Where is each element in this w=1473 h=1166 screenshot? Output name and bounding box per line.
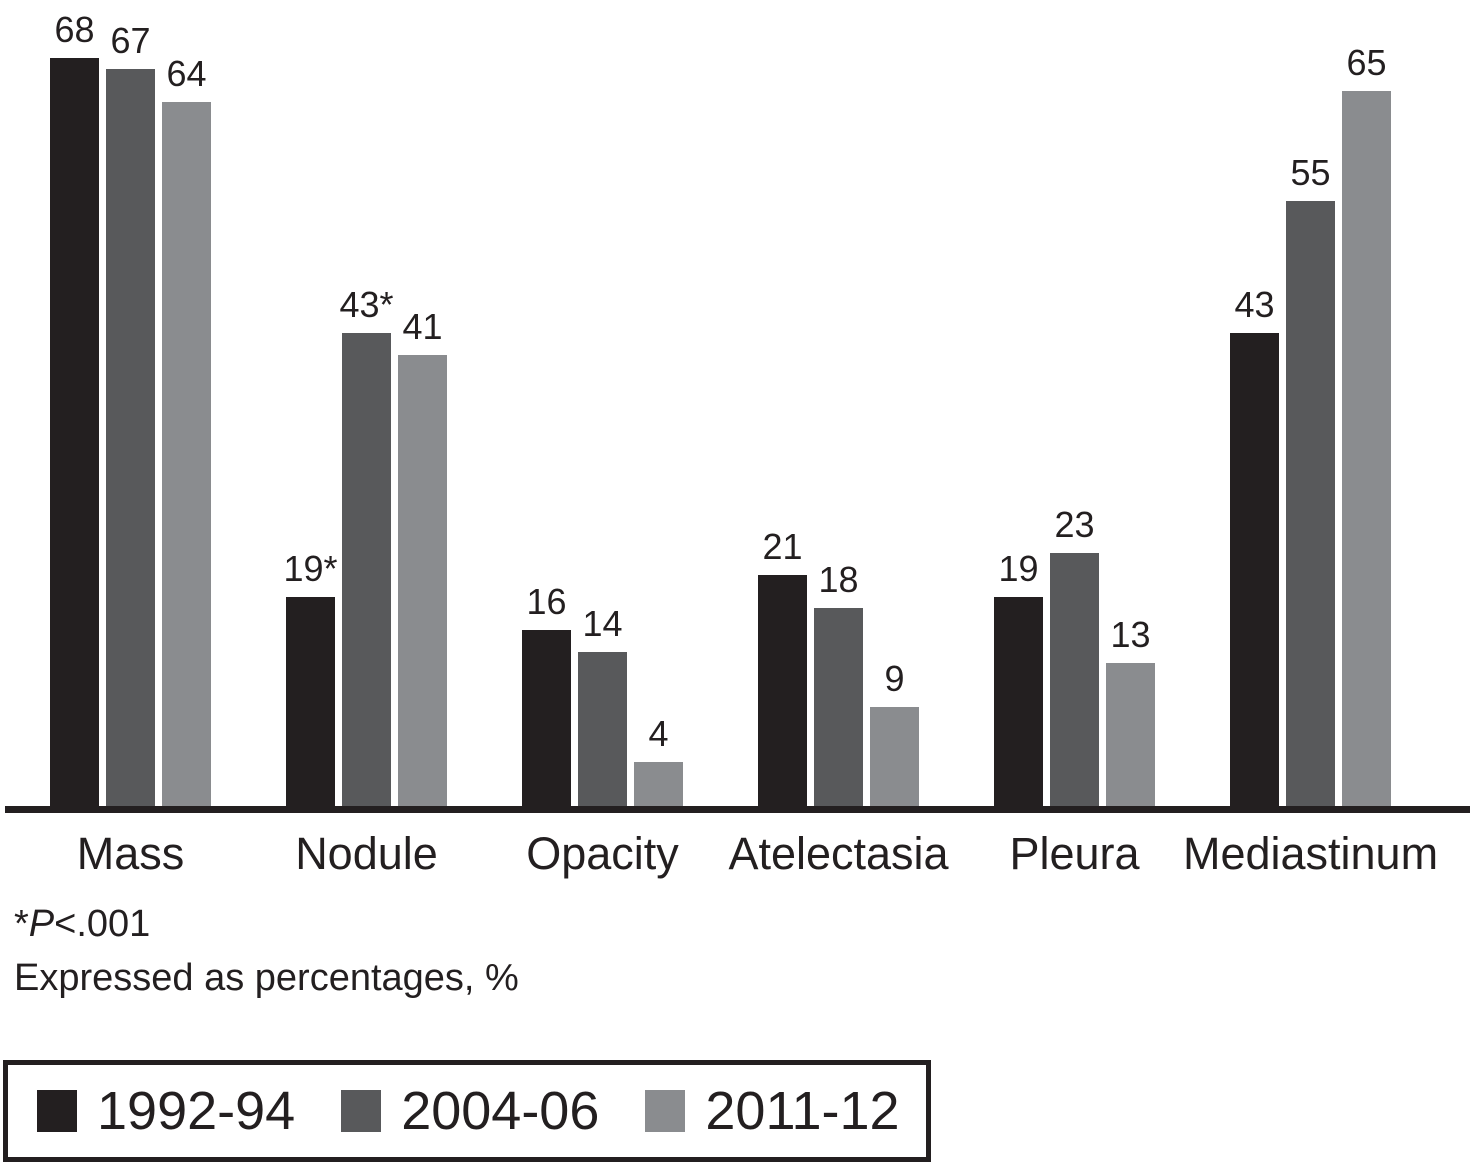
category-label-pleura: Pleura	[994, 827, 1155, 881]
bar-value-label: 64	[166, 53, 207, 94]
category-label-text: Pleura	[1009, 828, 1140, 879]
bar-value-label: 55	[1290, 152, 1331, 193]
bar-mass-2011-12: 64	[162, 56, 211, 806]
legend-label: 2011-12	[705, 1081, 900, 1141]
bar-opacity-2004-06: 14	[578, 606, 627, 806]
significance-p-symbol: P	[28, 903, 55, 945]
bar-mass-2004-06: 67	[106, 23, 155, 806]
bar-value-label: 43	[1234, 284, 1275, 325]
category-labels-row: Mass Nodule Opacity Atelectasia Pleura Medias…	[0, 827, 1473, 881]
bar-group-atelectasia: 21 18 9	[758, 529, 919, 813]
bar-value-label: 13	[1110, 614, 1151, 655]
bar-value-label: 4	[648, 713, 669, 754]
bar-value-label: 65	[1346, 42, 1387, 83]
bar-group-mediastinum: 43 55 65	[1230, 45, 1391, 813]
bar-group-mass: 68 67 64	[50, 12, 211, 813]
bar-value-label: 21	[762, 526, 803, 567]
legend-item-1992-94: 1992-94	[37, 1084, 295, 1138]
bar-group-nodule: 19* 43* 41	[283, 287, 447, 813]
bar-value-label: 67	[110, 20, 151, 61]
legend-swatch-1992-94	[37, 1090, 77, 1132]
bar-mediastinum-2004-06: 55	[1286, 155, 1335, 806]
legend-swatch-2011-12	[645, 1090, 686, 1132]
bar-value-label: 43*	[339, 284, 394, 325]
bar-atelectasia-1992-94: 21	[758, 529, 807, 806]
bar-value-label: 19*	[283, 548, 338, 589]
bar-value-label: 68	[54, 9, 95, 50]
footnotes: *P<.001 Expressed as percentages, %	[14, 897, 1473, 1005]
bar-value-label: 23	[1054, 504, 1095, 545]
significance-threshold: <.001	[54, 903, 151, 945]
bar-value-label: 41	[402, 306, 443, 347]
bar-pleura-2004-06: 23	[1050, 507, 1099, 806]
bar-value-label: 16	[526, 581, 567, 622]
bar-mediastinum-1992-94: 43	[1230, 287, 1279, 806]
category-label-text: Nodule	[295, 828, 438, 879]
bar-value-label: 14	[582, 603, 623, 644]
category-label-nodule: Nodule	[286, 827, 447, 881]
bar-group-opacity: 16 14 4	[522, 584, 683, 813]
bar-group-pleura: 19 23 13	[994, 507, 1155, 813]
category-label-mediastinum: Mediastinum	[1183, 827, 1438, 881]
bar-nodule-2004-06: 43*	[339, 287, 394, 806]
category-label-text: Mediastinum	[1182, 828, 1439, 879]
legend-item-2011-12: 2011-12	[645, 1081, 900, 1141]
plot-area: 68 67 64 19* 43* 41 16 14 4 21 18 9 19 23 13 43 55 65	[5, 0, 1473, 813]
category-label-text: Atelectasia	[728, 828, 949, 879]
significance-star: *	[14, 903, 29, 945]
bar-opacity-1992-94: 16	[522, 584, 571, 806]
bar-groups: 68 67 64 19* 43* 41 16 14 4 21 18 9 19 23 13 43 55 65	[50, 0, 1473, 813]
bar-pleura-1992-94: 19	[994, 551, 1043, 806]
bar-value-label: 19	[998, 548, 1039, 589]
legend-box: 1992-94 2004-06 2011-12	[3, 1060, 931, 1162]
x-axis-line	[5, 806, 1470, 813]
footnote-significance: *P<.001	[14, 897, 1473, 951]
bar-value-label: 9	[884, 658, 905, 699]
legend-item-2004-06: 2004-06	[341, 1084, 599, 1138]
footnote-units: Expressed as percentages, %	[14, 957, 519, 999]
bar-mass-1992-94: 68	[50, 12, 99, 806]
bar-nodule-1992-94: 19*	[283, 551, 338, 806]
bar-nodule-2011-12: 41	[398, 309, 447, 806]
bar-opacity-2011-12: 4	[634, 716, 683, 806]
category-label-opacity: Opacity	[522, 827, 683, 881]
bar-pleura-2011-12: 13	[1106, 617, 1155, 806]
category-label-mass: Mass	[50, 827, 211, 881]
legend-swatch-2004-06	[341, 1090, 382, 1132]
category-label-text: Opacity	[526, 828, 679, 879]
bar-value-label: 18	[818, 559, 859, 600]
category-label-text: Mass	[76, 828, 185, 879]
bar-atelectasia-2011-12: 9	[870, 661, 919, 806]
legend-label: 2004-06	[401, 1081, 600, 1141]
bar-mediastinum-2011-12: 65	[1342, 45, 1391, 806]
category-label-atelectasia: Atelectasia	[728, 827, 948, 881]
legend-label: 1992-94	[97, 1081, 296, 1141]
bar-atelectasia-2004-06: 18	[814, 562, 863, 806]
